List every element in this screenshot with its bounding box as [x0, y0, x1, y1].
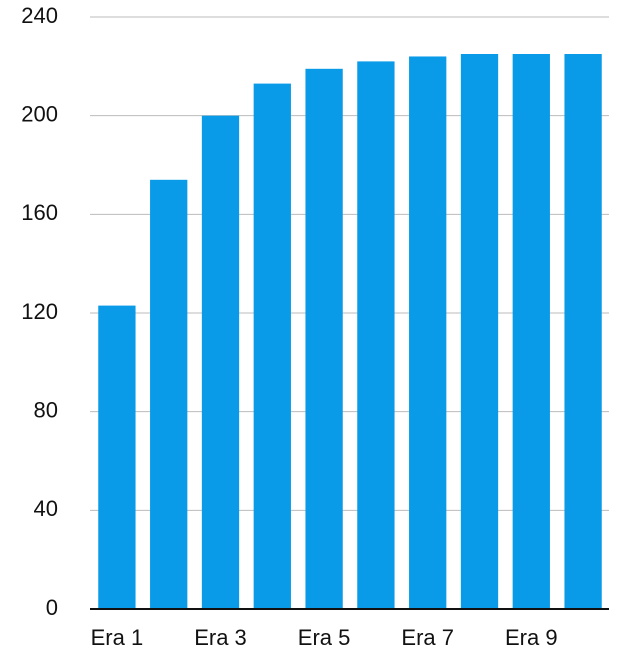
bar [201, 115, 240, 610]
bar [564, 54, 602, 609]
bar [357, 61, 395, 609]
bar [409, 56, 447, 609]
y-tick-label: 120 [21, 299, 58, 324]
y-tick-label: 240 [21, 3, 58, 28]
bar [460, 54, 499, 609]
y-tick-label: 80 [34, 397, 58, 422]
y-tick-label: 160 [21, 200, 58, 225]
bar [98, 305, 136, 609]
bar [512, 54, 550, 609]
bar [150, 179, 188, 610]
x-tick-label: Era 7 [401, 625, 454, 650]
x-tick-label: Era 1 [91, 625, 144, 650]
x-tick-label: Era 3 [194, 625, 247, 650]
y-tick-label: 40 [34, 496, 58, 521]
bar [253, 83, 291, 610]
y-tick-label: 0 [46, 595, 58, 620]
x-tick-label: Era 9 [505, 625, 558, 650]
x-tick-label: Era 5 [298, 625, 351, 650]
bar [305, 68, 343, 610]
y-tick-label: 200 [21, 101, 58, 126]
